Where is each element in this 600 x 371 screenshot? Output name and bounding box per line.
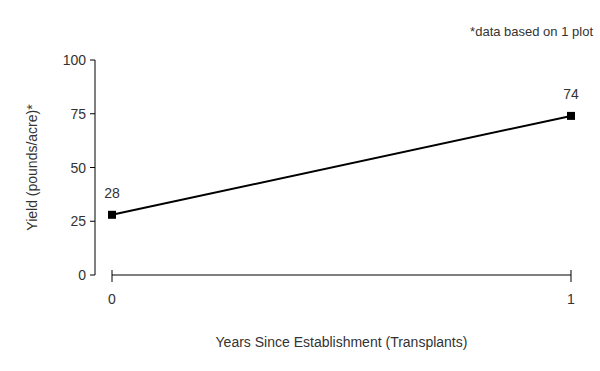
chart: 0 25 50 75 100 0 1 Years Since Establishment (T… [0,0,600,371]
y-tick-label: 25 [70,213,86,229]
marker [567,112,575,120]
y-tick-label: 100 [63,52,87,68]
x-axis-title: Years Since Establishment (Transplants) [216,334,468,350]
data-label: 74 [563,86,579,102]
x-tick [571,270,572,282]
y-tick [90,275,95,276]
y-tick-label: 50 [70,160,86,176]
x-tick [112,270,113,282]
x-tick-label: 0 [108,291,116,307]
annotation: *data based on 1 plot [470,24,593,39]
data-label: 28 [104,185,120,201]
y-tick [90,167,95,168]
y-tick-label: 0 [78,267,86,283]
y-tick-label: 75 [70,106,86,122]
x-tick-label: 1 [567,291,575,307]
plot-area [108,112,575,219]
series-line [112,116,571,215]
y-tick [90,60,95,61]
x-axis-line [112,275,571,276]
y-tick [90,221,95,222]
y-tick [90,113,95,114]
marker [108,211,116,219]
y-axis-title: Yield (pounds/acre)* [24,104,40,231]
